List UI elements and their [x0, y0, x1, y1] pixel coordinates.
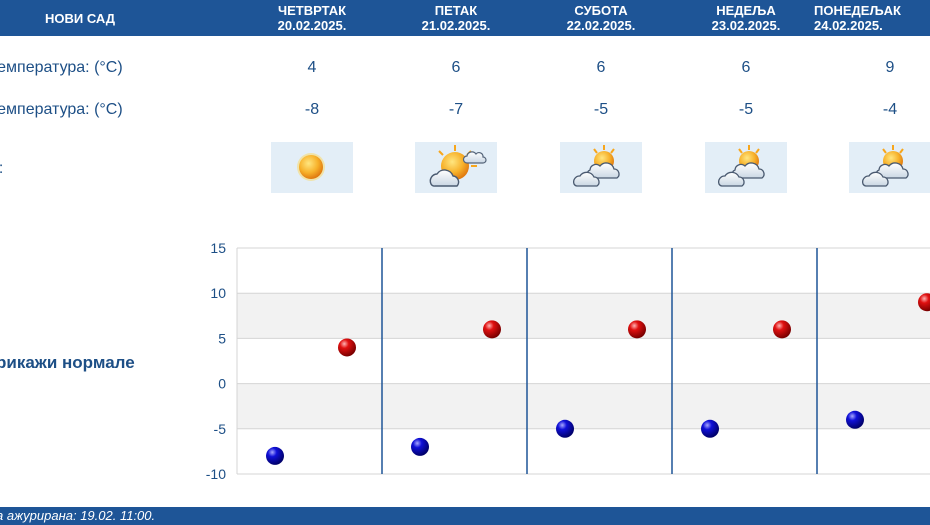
day-name: НЕДЕЉА: [716, 3, 776, 18]
day-name: ПЕТАК: [434, 3, 478, 18]
max-temp-point: [483, 320, 501, 339]
max-temp-value: 6: [451, 59, 461, 76]
max-temp-point: [773, 320, 791, 339]
y-tick-label: 10: [210, 285, 226, 301]
show-normals-link[interactable]: рикажи нормале: [0, 353, 135, 372]
y-tick-label: -5: [214, 421, 227, 437]
max-temp-point: [918, 293, 930, 312]
day-header-4[interactable]: НЕДЕЉА 23.02.2025.: [686, 3, 806, 33]
min-temp-point: [556, 419, 574, 438]
sun-icon: [297, 153, 325, 181]
y-tick-label: 15: [210, 240, 226, 256]
day-header-1[interactable]: ЧЕТВРТАК 20.02.2025.: [252, 3, 372, 33]
day-date: 24.02.2025.: [814, 18, 883, 33]
day-header-5[interactable]: ПОНЕДЕЉАК 24.02.2025.: [810, 3, 930, 33]
day-name: ЧЕТВРТАК: [277, 3, 347, 18]
day-date: 23.02.2025.: [711, 18, 781, 33]
min-temp-value: -5: [593, 101, 609, 118]
weather-icon-box: [705, 142, 787, 193]
sun-behind-clouds-icon: [862, 145, 909, 187]
max-temp-point: [338, 338, 356, 357]
footer-bar: а ажурирана: 19.02. 11:00.: [0, 507, 930, 525]
partly-cloudy-icon: [429, 145, 487, 187]
max-temp-value: 9: [885, 59, 895, 76]
sun-behind-clouds-icon: [718, 145, 765, 187]
y-tick-label: 5: [218, 330, 226, 346]
chart-band: [237, 383, 930, 429]
min-temp-value: -4: [882, 101, 898, 118]
sun-behind-clouds-icon: [573, 145, 620, 187]
temperature-chart: 15 10 5 0 -5 -10: [206, 240, 930, 482]
day-date: 20.02.2025.: [277, 18, 347, 33]
max-temp-point: [628, 320, 646, 339]
forecast-header: НОВИ САД ЧЕТВРТАК 20.02.2025. ПЕТАК 21.0…: [0, 0, 930, 36]
chart-band: [237, 293, 930, 339]
min-temp-point: [266, 446, 284, 465]
min-temp-point: [411, 437, 429, 456]
day-date: 22.02.2025.: [566, 18, 636, 33]
weather-icon-box: [271, 142, 353, 193]
y-tick-label: 0: [218, 376, 226, 392]
day-name: СУБОТА: [574, 3, 628, 18]
min-temp-point: [701, 419, 719, 438]
max-temp-value: 6: [596, 59, 606, 76]
weather-icon-box: [560, 142, 642, 193]
day-name: ПОНЕДЕЉАК: [814, 3, 901, 18]
min-temp-point: [846, 410, 864, 429]
city-name: НОВИ САД: [44, 10, 116, 26]
day-date: 21.02.2025.: [421, 18, 491, 33]
y-tick-label: -10: [206, 466, 226, 482]
min-temp-label: температура: (°C): [0, 101, 123, 118]
min-temp-value: -7: [448, 101, 464, 118]
min-temp-value: -8: [304, 101, 320, 118]
weather-icon-box: [849, 142, 930, 193]
min-temp-value: -5: [738, 101, 754, 118]
last-updated-text: а ажурирана: 19.02. 11:00.: [0, 508, 156, 523]
weather-label: а:: [0, 160, 3, 178]
max-temp-label: температура: (°C): [0, 59, 123, 76]
day-header-2[interactable]: ПЕТАК 21.02.2025.: [396, 3, 516, 33]
weather-icon-box: [415, 142, 497, 193]
max-temp-value: 4: [307, 59, 317, 76]
day-header-3[interactable]: СУБОТА 22.02.2025.: [541, 3, 661, 33]
max-temp-value: 6: [741, 59, 751, 76]
